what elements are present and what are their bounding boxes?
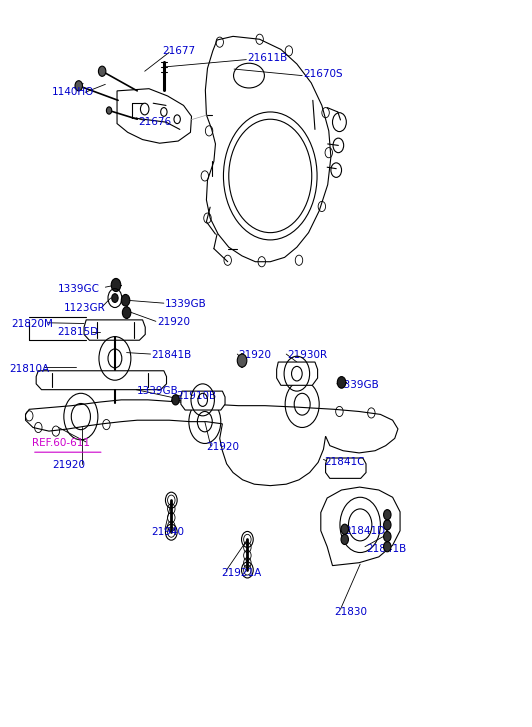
Circle shape xyxy=(384,531,391,542)
Text: 1339GB: 1339GB xyxy=(137,386,179,396)
Text: 21815D: 21815D xyxy=(57,327,98,337)
Text: 21841D: 21841D xyxy=(345,526,386,536)
Text: 21940: 21940 xyxy=(152,527,185,537)
Circle shape xyxy=(384,520,391,530)
Polygon shape xyxy=(277,362,318,385)
Text: 1339GC: 1339GC xyxy=(57,284,99,294)
Text: 21820M: 21820M xyxy=(12,318,54,329)
Text: 21676: 21676 xyxy=(138,117,171,127)
Text: 21810A: 21810A xyxy=(10,364,49,374)
Polygon shape xyxy=(205,36,331,262)
Circle shape xyxy=(122,307,131,318)
Polygon shape xyxy=(117,89,192,143)
Circle shape xyxy=(75,81,82,91)
Text: 21920: 21920 xyxy=(157,317,190,327)
Text: 21920: 21920 xyxy=(238,350,271,360)
Polygon shape xyxy=(26,400,398,486)
Text: 1339GB: 1339GB xyxy=(165,299,206,309)
Text: 1339GB: 1339GB xyxy=(338,380,379,390)
Polygon shape xyxy=(84,320,145,340)
Circle shape xyxy=(172,395,179,405)
Circle shape xyxy=(111,278,121,292)
Text: 21611B: 21611B xyxy=(247,53,288,63)
Polygon shape xyxy=(36,371,167,390)
Circle shape xyxy=(337,377,346,388)
Text: 21841B: 21841B xyxy=(152,350,192,360)
Circle shape xyxy=(384,542,391,552)
Text: REF.60-611: REF.60-611 xyxy=(32,438,90,449)
Circle shape xyxy=(341,524,348,534)
Text: 21930R: 21930R xyxy=(287,350,327,360)
Circle shape xyxy=(121,294,130,306)
Text: 21920: 21920 xyxy=(206,442,239,452)
Text: 21921A: 21921A xyxy=(221,568,261,578)
Circle shape xyxy=(237,354,247,367)
Polygon shape xyxy=(321,487,400,566)
Text: 21910B: 21910B xyxy=(177,391,217,401)
Circle shape xyxy=(112,294,118,302)
Polygon shape xyxy=(326,458,366,478)
Circle shape xyxy=(384,510,391,520)
Circle shape xyxy=(106,107,112,114)
Text: 21830: 21830 xyxy=(334,607,367,617)
Circle shape xyxy=(341,534,348,545)
Text: 21920: 21920 xyxy=(52,460,85,470)
Polygon shape xyxy=(181,391,225,410)
Text: 21841B: 21841B xyxy=(366,544,406,554)
Text: 21677: 21677 xyxy=(162,46,195,56)
Circle shape xyxy=(98,66,106,76)
Text: 21841C: 21841C xyxy=(325,457,365,467)
Text: 21670S: 21670S xyxy=(303,69,343,79)
Text: 1140HO: 1140HO xyxy=(52,87,95,97)
Text: 1123GR: 1123GR xyxy=(64,302,105,313)
